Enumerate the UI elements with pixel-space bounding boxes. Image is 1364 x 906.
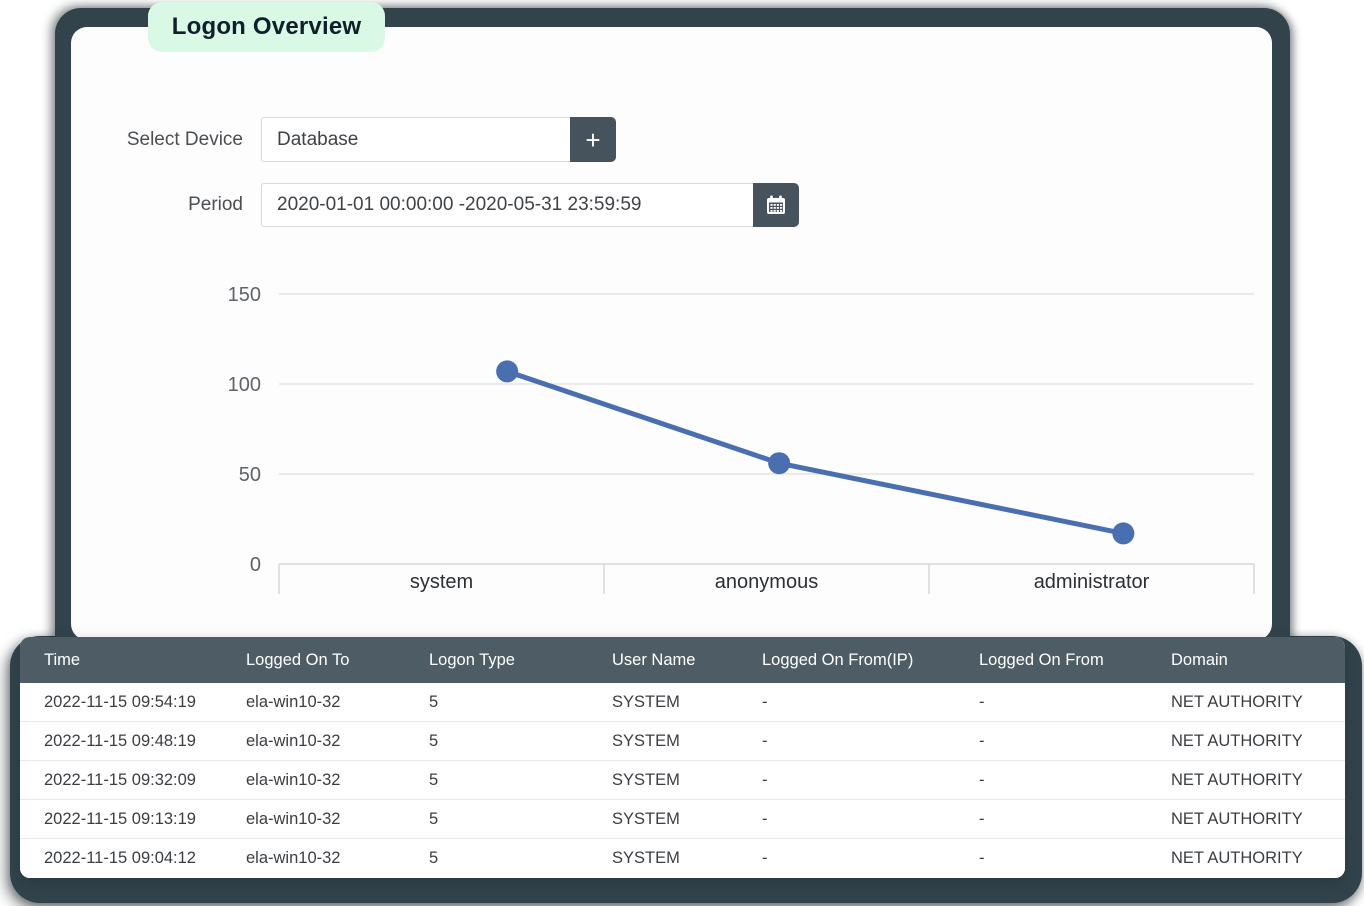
- column-header: Logged On To: [246, 650, 350, 669]
- table-cell: -: [979, 692, 985, 711]
- table-cell: 2022-11-15 09:04:12: [44, 849, 196, 867]
- table-cell: -: [762, 770, 768, 789]
- device-select[interactable]: Database: [261, 117, 570, 162]
- table-cell: NET AUTHORITY: [1171, 770, 1303, 789]
- table-row: 2022-11-15 09:32:09 ela-win10-32 5 SYSTEM - -…: [20, 761, 1345, 800]
- table-cell: ela-win10-32: [246, 692, 341, 711]
- table-header: Time Logged On To Logon Type User Name Logge…: [20, 637, 1345, 683]
- column-header: User Name: [612, 650, 696, 669]
- table-row: 2022-11-15 09:48:19 ela-win10-32 5 SYSTEM - -…: [20, 722, 1345, 761]
- add-device-button[interactable]: +: [570, 117, 616, 162]
- table-cell: SYSTEM: [612, 809, 680, 828]
- x-category-label: administrator: [1034, 571, 1150, 593]
- data-point: [1112, 522, 1135, 545]
- table-cell: NET AUTHORITY: [1171, 692, 1303, 711]
- table-cell: 2022-11-15 09:32:09: [44, 770, 196, 789]
- table-cell: 5: [429, 809, 439, 828]
- table-cell: SYSTEM: [612, 692, 680, 711]
- table-cell: NET AUTHORITY: [1171, 849, 1303, 867]
- data-point: [768, 452, 791, 475]
- table-cell: -: [979, 809, 985, 828]
- table-cell: ela-win10-32: [246, 849, 341, 867]
- period-label: Period: [188, 194, 243, 215]
- y-tick-label: 150: [228, 284, 261, 306]
- column-header: Domain: [1171, 650, 1228, 669]
- y-tick-label: 0: [250, 554, 261, 576]
- overview-card: Select Device Database + Period 2020-01-…: [71, 27, 1272, 640]
- y-tick-label: 50: [239, 464, 261, 486]
- table-cell: 5: [429, 849, 439, 867]
- table-cell: 2022-11-15 09:13:19: [44, 809, 196, 828]
- period-input[interactable]: 2020-01-01 00:00:00 -2020-05-31 23:59:59: [261, 183, 753, 227]
- table-cell: NET AUTHORITY: [1171, 809, 1303, 828]
- data-point: [496, 360, 519, 383]
- table-cell: 2022-11-15 09:48:19: [44, 731, 196, 750]
- table-cell: -: [979, 849, 985, 867]
- table-cell: -: [979, 731, 985, 750]
- plus-icon: +: [585, 124, 601, 155]
- table-cell: -: [762, 809, 768, 828]
- open-calendar-button[interactable]: [753, 183, 799, 227]
- table-cell: ela-win10-32: [246, 809, 341, 828]
- table-cell: SYSTEM: [612, 849, 680, 867]
- table-cell: 2022-11-15 09:54:19: [44, 692, 196, 711]
- device-row: Select Device Database +: [71, 117, 616, 162]
- column-header: Logged On From(IP): [762, 650, 914, 669]
- x-category-label: system: [410, 571, 473, 593]
- table-cell: SYSTEM: [612, 770, 680, 789]
- table-cell: 5: [429, 770, 439, 789]
- table-cell: 5: [429, 731, 439, 750]
- column-header: Time: [44, 650, 81, 669]
- period-value: 2020-01-01 00:00:00 -2020-05-31 23:59:59: [277, 194, 642, 215]
- x-category-label: anonymous: [715, 571, 818, 593]
- logon-events-table: Time Logged On To Logon Type User Name Logge…: [20, 637, 1345, 878]
- select-device-label: Select Device: [126, 128, 243, 150]
- column-header: Logged On From: [979, 650, 1104, 669]
- y-tick-label: 100: [228, 374, 261, 396]
- table-row: 2022-11-15 09:04:12 ela-win10-32 5 SYSTEM - -…: [20, 839, 1345, 878]
- table-cell: -: [762, 731, 768, 750]
- device-select-value: Database: [277, 128, 359, 150]
- table-cell: -: [762, 692, 768, 711]
- table-cell: ela-win10-32: [246, 731, 341, 750]
- table-body: 2022-11-15 09:54:19 ela-win10-32 5 SYSTEM - -…: [20, 683, 1345, 878]
- table-row: 2022-11-15 09:54:19 ela-win10-32 5 SYSTEM - -…: [20, 683, 1345, 722]
- period-row: Period 2020-01-01 00:00:00 -2020-05-31 2…: [71, 183, 799, 227]
- logon-line-chart: 0 50 100 150 system anonymous administrator: [142, 267, 1342, 612]
- table-cell: 5: [429, 692, 439, 711]
- table-cell: -: [762, 849, 768, 867]
- table-cell: SYSTEM: [612, 731, 680, 750]
- table-cell: ela-win10-32: [246, 770, 341, 789]
- column-header: Logon Type: [429, 650, 515, 669]
- table-cell: NET AUTHORITY: [1171, 731, 1303, 750]
- table-cell: -: [979, 770, 985, 789]
- table-row: 2022-11-15 09:13:19 ela-win10-32 5 SYSTEM - -…: [20, 800, 1345, 839]
- calendar-icon: [764, 193, 788, 217]
- page-title: Logon Overview: [148, 2, 385, 52]
